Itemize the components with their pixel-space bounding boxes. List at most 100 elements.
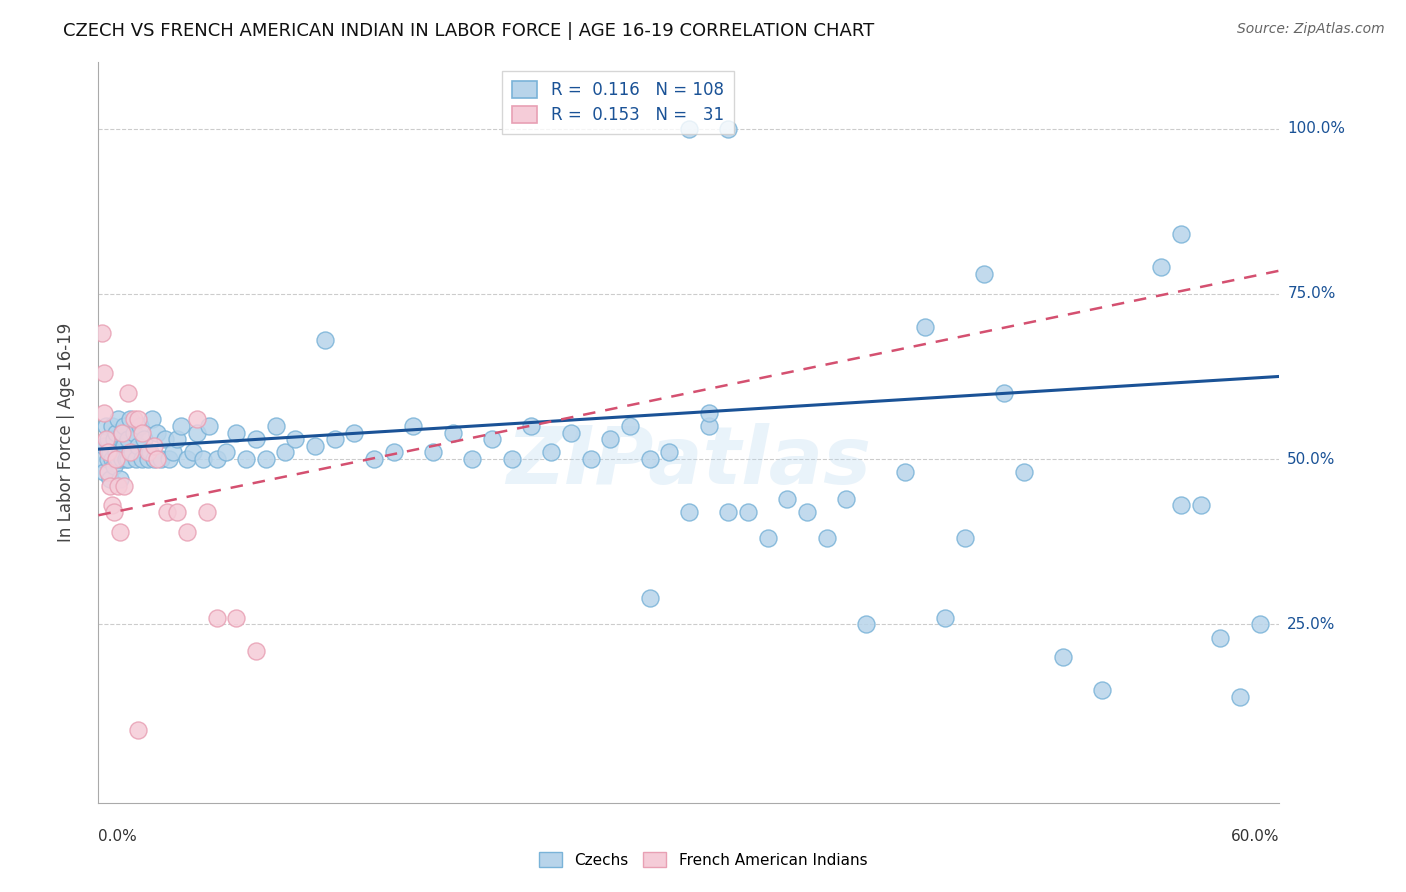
Point [112, 439, 135, 453]
Point [717, 505, 740, 519]
Point [108, 524, 131, 539]
Point [117, 432, 139, 446]
Point [1012, 465, 1035, 479]
Point [125, 452, 148, 467]
Point [1209, 631, 1232, 645]
Point [678, 505, 700, 519]
Text: 50.0%: 50.0% [1288, 451, 1336, 467]
Point [181, 445, 204, 459]
Point [993, 386, 1015, 401]
Point [481, 432, 503, 446]
Point [176, 452, 198, 467]
Point [191, 452, 214, 467]
Point [93, 465, 115, 479]
Point [146, 452, 169, 467]
Point [101, 499, 124, 513]
Point [284, 432, 307, 446]
Point [501, 452, 523, 467]
Point [98, 472, 121, 486]
Point [254, 452, 277, 467]
Point [108, 445, 131, 459]
Point [98, 445, 121, 459]
Point [141, 412, 163, 426]
Point [402, 419, 425, 434]
Point [118, 412, 141, 426]
Point [215, 445, 238, 459]
Text: ZIPatlas: ZIPatlas [506, 423, 872, 501]
Point [953, 532, 976, 546]
Text: 25.0%: 25.0% [1288, 617, 1336, 632]
Point [638, 452, 661, 467]
Point [815, 532, 838, 546]
Point [197, 419, 219, 434]
Point [115, 452, 138, 467]
Point [166, 505, 188, 519]
Point [150, 452, 173, 467]
Point [101, 452, 124, 467]
Point [560, 425, 582, 440]
Point [107, 478, 129, 492]
Point [422, 445, 444, 459]
Point [97, 445, 120, 459]
Point [170, 419, 193, 434]
Point [382, 445, 405, 459]
Point [894, 465, 917, 479]
Point [540, 445, 562, 459]
Point [127, 439, 149, 453]
Point [737, 505, 759, 519]
Point [205, 611, 228, 625]
Point [697, 419, 720, 434]
Point [93, 366, 115, 380]
Point [155, 432, 177, 446]
Point [343, 425, 366, 440]
Point [186, 425, 208, 440]
Point [98, 478, 121, 492]
Point [101, 419, 124, 434]
Point [117, 452, 139, 467]
Point [166, 432, 188, 446]
Text: 75.0%: 75.0% [1288, 286, 1336, 301]
Point [274, 445, 297, 459]
Point [1229, 690, 1251, 704]
Point [176, 524, 198, 539]
Point [112, 478, 135, 492]
Point [91, 452, 114, 467]
Point [1170, 227, 1192, 242]
Point [205, 452, 228, 467]
Point [697, 406, 720, 420]
Point [136, 452, 159, 467]
Point [112, 419, 135, 434]
Point [105, 445, 128, 459]
Point [107, 412, 129, 426]
Point [108, 472, 131, 486]
Point [138, 445, 160, 459]
Point [756, 532, 779, 546]
Point [1091, 683, 1114, 698]
Point [103, 505, 125, 519]
Text: 100.0%: 100.0% [1288, 121, 1346, 136]
Point [441, 425, 464, 440]
Point [142, 439, 165, 453]
Point [122, 425, 145, 440]
Point [796, 505, 818, 519]
Point [111, 452, 134, 467]
Point [186, 412, 208, 426]
Legend: R =  0.116   N = 108, R =  0.153   N =   31: R = 0.116 N = 108, R = 0.153 N = 31 [502, 70, 734, 134]
Legend: Czechs, French American Indians: Czechs, French American Indians [533, 846, 873, 873]
Point [678, 121, 700, 136]
Point [835, 491, 858, 506]
Point [127, 412, 149, 426]
Point [304, 439, 326, 453]
Point [619, 419, 641, 434]
Point [131, 425, 153, 440]
Point [111, 425, 134, 440]
Point [1249, 617, 1271, 632]
Point [658, 445, 681, 459]
Point [93, 406, 115, 420]
Point [118, 445, 141, 459]
Point [97, 452, 120, 467]
Point [1150, 260, 1173, 275]
Point [97, 465, 120, 479]
Point [156, 505, 179, 519]
Point [157, 452, 180, 467]
